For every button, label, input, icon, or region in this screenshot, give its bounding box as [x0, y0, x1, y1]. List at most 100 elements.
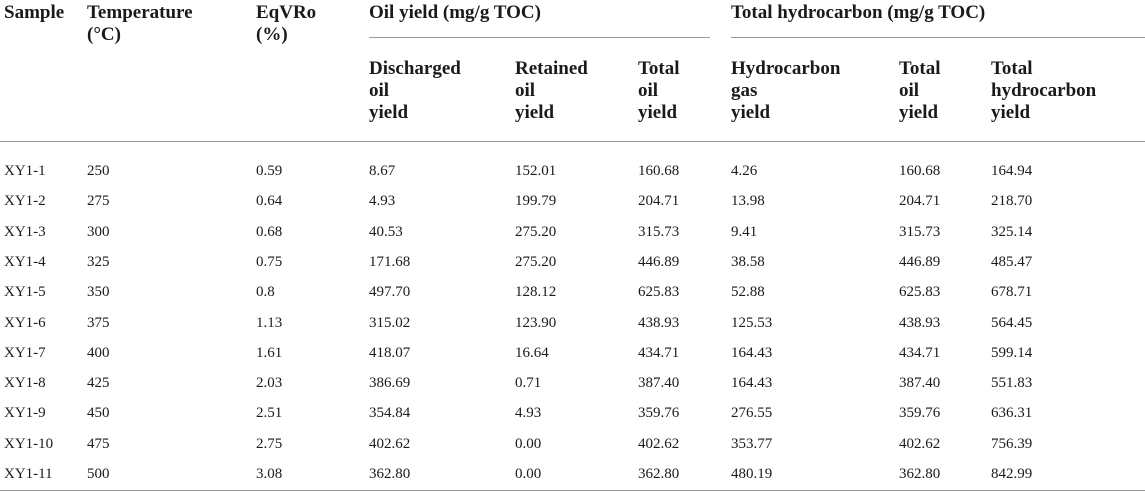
- cell-total-hydrocarbon-yield: 599.14: [991, 345, 1033, 361]
- header-total-hydrocarbon-yield: Total hydrocarbon yield: [991, 58, 1097, 123]
- cell-total-oil-yield-2: 387.40: [899, 375, 941, 391]
- header-temperature: Temperature (°C): [87, 2, 193, 45]
- cell-hydrocarbon-gas-yield: 4.26: [731, 163, 758, 179]
- cell-discharged-oil-yield: 362.80: [369, 466, 411, 482]
- cell-total-oil-yield: 446.89: [638, 254, 680, 270]
- cell-total-oil-yield-2: 204.71: [899, 193, 941, 209]
- cell-discharged-oil-yield: 418.07: [369, 345, 411, 361]
- cell-hydrocarbon-gas-yield: 38.58: [731, 254, 765, 270]
- cell-retained-oil-yield: 275.20: [515, 254, 557, 270]
- header-oil-yield-group: Oil yield (mg/g TOC): [369, 2, 541, 23]
- header-retained-oil-yield: Retained oil yield: [515, 58, 588, 123]
- cell-hydrocarbon-gas-yield: 125.53: [731, 315, 773, 331]
- cell-total-oil-yield-2: 160.68: [899, 163, 941, 179]
- cell-total-oil-yield: 625.83: [638, 284, 680, 300]
- cell-sample: XY1-4: [4, 254, 46, 270]
- cell-hydrocarbon-gas-yield: 276.55: [731, 405, 773, 421]
- oil-group-underline: [369, 37, 710, 38]
- cell-total-oil-yield: 204.71: [638, 193, 680, 209]
- cell-eqvro: 3.08: [256, 466, 283, 482]
- cell-total-hydrocarbon-yield: 164.94: [991, 163, 1033, 179]
- cell-total-oil-yield-2: 315.73: [899, 224, 941, 240]
- cell-hydrocarbon-gas-yield: 9.41: [731, 224, 758, 240]
- cell-eqvro: 1.61: [256, 345, 283, 361]
- cell-total-hydrocarbon-yield: 756.39: [991, 436, 1033, 452]
- cell-total-oil-yield-2: 446.89: [899, 254, 941, 270]
- cell-temperature: 450: [87, 405, 110, 421]
- cell-discharged-oil-yield: 171.68: [369, 254, 411, 270]
- cell-total-oil-yield: 387.40: [638, 375, 680, 391]
- cell-retained-oil-yield: 199.79: [515, 193, 557, 209]
- cell-total-hydrocarbon-yield: 325.14: [991, 224, 1033, 240]
- header-eqvro: EqVRo (%): [256, 2, 317, 45]
- header-hydrocarbon-gas-yield: Hydrocarbon gas yield: [731, 58, 841, 123]
- cell-total-hydrocarbon-yield: 218.70: [991, 193, 1033, 209]
- cell-total-oil-yield: 359.76: [638, 405, 680, 421]
- cell-sample: XY1-11: [4, 466, 53, 482]
- cell-sample: XY1-8: [4, 375, 46, 391]
- cell-total-oil-yield: 362.80: [638, 466, 680, 482]
- cell-sample: XY1-10: [4, 436, 54, 452]
- header-total-oil-yield-2: Total oil yield: [899, 58, 941, 123]
- cell-total-oil-yield: 160.68: [638, 163, 680, 179]
- cell-retained-oil-yield: 0.00: [515, 436, 542, 452]
- cell-temperature: 400: [87, 345, 110, 361]
- cell-total-oil-yield: 434.71: [638, 345, 680, 361]
- cell-temperature: 300: [87, 224, 110, 240]
- cell-eqvro: 0.8: [256, 284, 275, 300]
- cell-total-hydrocarbon-yield: 564.45: [991, 315, 1033, 331]
- cell-eqvro: 2.75: [256, 436, 283, 452]
- cell-retained-oil-yield: 275.20: [515, 224, 557, 240]
- cell-total-oil-yield: 402.62: [638, 436, 680, 452]
- cell-sample: XY1-3: [4, 224, 46, 240]
- cell-discharged-oil-yield: 386.69: [369, 375, 411, 391]
- cell-eqvro: 0.68: [256, 224, 283, 240]
- cell-total-oil-yield-2: 434.71: [899, 345, 941, 361]
- cell-discharged-oil-yield: 497.70: [369, 284, 411, 300]
- cell-discharged-oil-yield: 354.84: [369, 405, 411, 421]
- cell-eqvro: 1.13: [256, 315, 283, 331]
- cell-eqvro: 0.59: [256, 163, 283, 179]
- cell-temperature: 500: [87, 466, 110, 482]
- cell-retained-oil-yield: 0.71: [515, 375, 542, 391]
- cell-retained-oil-yield: 16.64: [515, 345, 549, 361]
- hc-group-underline: [731, 37, 1145, 38]
- cell-retained-oil-yield: 152.01: [515, 163, 557, 179]
- cell-discharged-oil-yield: 40.53: [369, 224, 403, 240]
- cell-total-hydrocarbon-yield: 678.71: [991, 284, 1033, 300]
- cell-discharged-oil-yield: 4.93: [369, 193, 396, 209]
- cell-retained-oil-yield: 0.00: [515, 466, 542, 482]
- cell-sample: XY1-2: [4, 193, 46, 209]
- cell-retained-oil-yield: 123.90: [515, 315, 557, 331]
- cell-retained-oil-yield: 4.93: [515, 405, 542, 421]
- cell-hydrocarbon-gas-yield: 480.19: [731, 466, 773, 482]
- cell-total-oil-yield-2: 362.80: [899, 466, 941, 482]
- header-total-hydrocarbon-group: Total hydrocarbon (mg/g TOC): [731, 2, 986, 23]
- cell-temperature: 350: [87, 284, 110, 300]
- cell-temperature: 275: [87, 193, 110, 209]
- cell-sample: XY1-9: [4, 405, 46, 421]
- cell-hydrocarbon-gas-yield: 52.88: [731, 284, 765, 300]
- header-bottom-rule: [0, 141, 1145, 142]
- cell-discharged-oil-yield: 8.67: [369, 163, 396, 179]
- cell-temperature: 425: [87, 375, 110, 391]
- cell-temperature: 375: [87, 315, 110, 331]
- cell-sample: XY1-6: [4, 315, 46, 331]
- cell-discharged-oil-yield: 315.02: [369, 315, 411, 331]
- cell-eqvro: 0.64: [256, 193, 283, 209]
- cell-total-hydrocarbon-yield: 485.47: [991, 254, 1033, 270]
- cell-discharged-oil-yield: 402.62: [369, 436, 411, 452]
- cell-eqvro: 2.51: [256, 405, 283, 421]
- cell-total-oil-yield-2: 359.76: [899, 405, 941, 421]
- header-discharged-oil-yield: Discharged oil yield: [369, 58, 461, 123]
- table-bottom-rule: [0, 490, 1145, 491]
- cell-temperature: 250: [87, 163, 110, 179]
- cell-total-oil-yield-2: 402.62: [899, 436, 941, 452]
- header-sample: Sample: [4, 2, 65, 23]
- cell-total-oil-yield-2: 438.93: [899, 315, 941, 331]
- cell-hydrocarbon-gas-yield: 164.43: [731, 345, 773, 361]
- cell-total-hydrocarbon-yield: 551.83: [991, 375, 1033, 391]
- cell-sample: XY1-1: [4, 163, 46, 179]
- cell-eqvro: 0.75: [256, 254, 283, 270]
- cell-retained-oil-yield: 128.12: [515, 284, 557, 300]
